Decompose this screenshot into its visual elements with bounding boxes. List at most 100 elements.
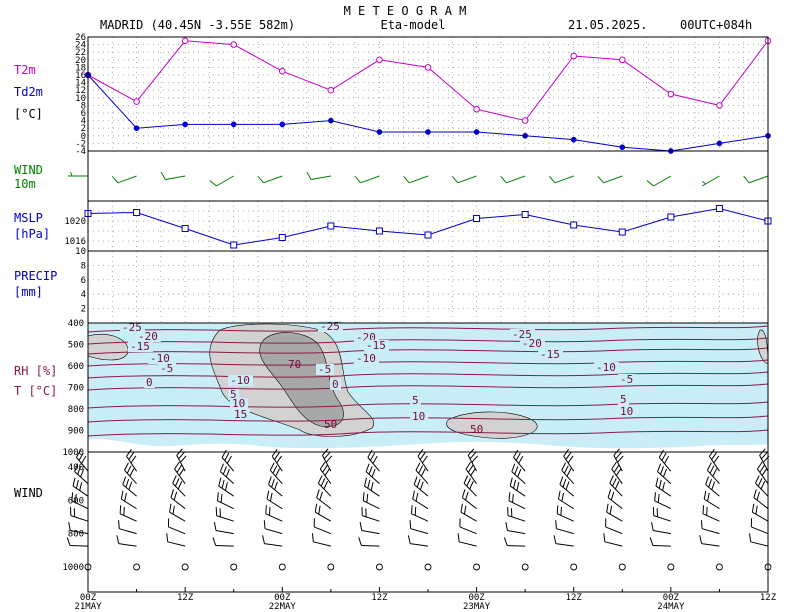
wind-barb: [364, 477, 380, 497]
barb-shaft: [72, 485, 89, 497]
barb-flag: [365, 463, 370, 472]
barb-flag: [701, 180, 706, 185]
barb-flag: [262, 535, 265, 544]
barb-flag: [128, 481, 133, 490]
barb-flag: [224, 452, 230, 461]
barb-shaft: [556, 528, 574, 535]
wind-barb: [606, 503, 623, 522]
barb-shaft: [410, 528, 429, 535]
barb-shaft: [172, 482, 186, 497]
wind-barb: [317, 475, 332, 497]
wind-barb: [561, 462, 575, 485]
wind-barb: [743, 175, 769, 184]
temp-label-bg: [354, 353, 379, 364]
wind-barb: [611, 461, 623, 484]
wind-barb: [68, 522, 89, 535]
barb-shaft: [313, 541, 331, 547]
mslp-point: [618, 228, 626, 236]
barb-shaft: [168, 526, 186, 535]
barb-flag: [466, 478, 471, 487]
barb-flag: [325, 455, 333, 463]
barb-shaft: [557, 513, 574, 522]
barb-flag: [177, 481, 183, 490]
barb-shaft: [217, 500, 234, 510]
t2m-point: [473, 105, 480, 113]
barb-flag: [72, 477, 76, 487]
temp-contour-label: 10: [620, 405, 633, 418]
barb-shaft: [265, 513, 283, 522]
barb-shaft: [264, 528, 283, 535]
temp-label-bg: [144, 377, 155, 388]
barb-flag: [712, 468, 718, 477]
wind-barb: [461, 489, 477, 510]
wind-barb: [607, 489, 623, 510]
wind-barb: [708, 448, 720, 472]
t2m-point: [230, 41, 238, 48]
barb-flag: [118, 520, 120, 529]
barb-shaft: [708, 455, 720, 472]
wind-barb: [269, 462, 283, 485]
barb-flag: [358, 537, 362, 546]
temp-contour-label: -5: [318, 363, 331, 376]
barb-flag: [597, 176, 604, 184]
barb-shaft: [606, 511, 623, 522]
barb-shaft: [119, 528, 137, 535]
barb-flag: [662, 482, 666, 491]
mslp-point: [667, 213, 675, 221]
run-date: 21.05.2025.: [568, 18, 647, 32]
wind-barb: [111, 175, 137, 184]
temperature-contour: [87, 337, 769, 345]
temp-label-bg: [136, 331, 161, 342]
barb-shaft: [122, 484, 137, 497]
barb-flag: [209, 180, 217, 187]
wind-barb: [755, 475, 769, 497]
barb-flag: [130, 455, 137, 464]
barb-flag: [700, 520, 703, 529]
barb-shaft: [216, 515, 234, 522]
barb-flag: [415, 462, 421, 471]
barb-shaft: [361, 530, 380, 535]
wind-barb: [451, 175, 477, 184]
barb-flag: [419, 452, 426, 460]
barb-shaft: [317, 482, 332, 497]
t2m-point: [570, 52, 578, 60]
barb-flag: [609, 505, 613, 515]
barb-shaft: [412, 498, 429, 510]
barb-shaft: [70, 530, 89, 535]
run-time: 00UTC+084h: [680, 18, 752, 32]
barb-flag: [460, 503, 463, 513]
wind-barb: [701, 175, 720, 187]
y-tick-upper: 800: [68, 530, 84, 540]
barb-flag: [463, 505, 467, 515]
label-precip-unit: [mm]: [14, 285, 43, 299]
barb-flag: [649, 537, 654, 546]
barb-flag: [367, 479, 371, 489]
wind-barb: [319, 461, 332, 484]
temp-label-bg: [148, 353, 173, 364]
barb-flag: [367, 449, 373, 458]
temp-contour-label: 0: [332, 378, 339, 391]
barb-flag: [553, 535, 557, 544]
barb-shaft: [705, 484, 720, 497]
y-tick-pressure: 800: [68, 405, 84, 415]
calm-circle: [278, 563, 286, 571]
barb-flag: [71, 492, 74, 501]
barb-shaft: [218, 485, 234, 497]
barb-flag: [178, 452, 185, 460]
barb-flag: [420, 468, 426, 477]
temp-label-bg: [618, 394, 629, 405]
wind-barb: [126, 448, 137, 472]
wind-barb: [407, 535, 429, 547]
temp-label-bg: [538, 349, 563, 360]
barb-shaft: [657, 471, 672, 485]
wind-barb: [409, 520, 429, 535]
wind-barb: [700, 520, 720, 535]
temp-label-bg: [618, 406, 636, 417]
y-tick-pressure: 1000: [62, 448, 84, 458]
barb-shaft: [364, 485, 380, 497]
y-tick-temp: 0: [81, 132, 86, 142]
barb-flag: [562, 478, 567, 488]
wind-barb: [699, 535, 720, 547]
barb-shaft: [313, 526, 332, 535]
barb-flag: [81, 455, 87, 464]
